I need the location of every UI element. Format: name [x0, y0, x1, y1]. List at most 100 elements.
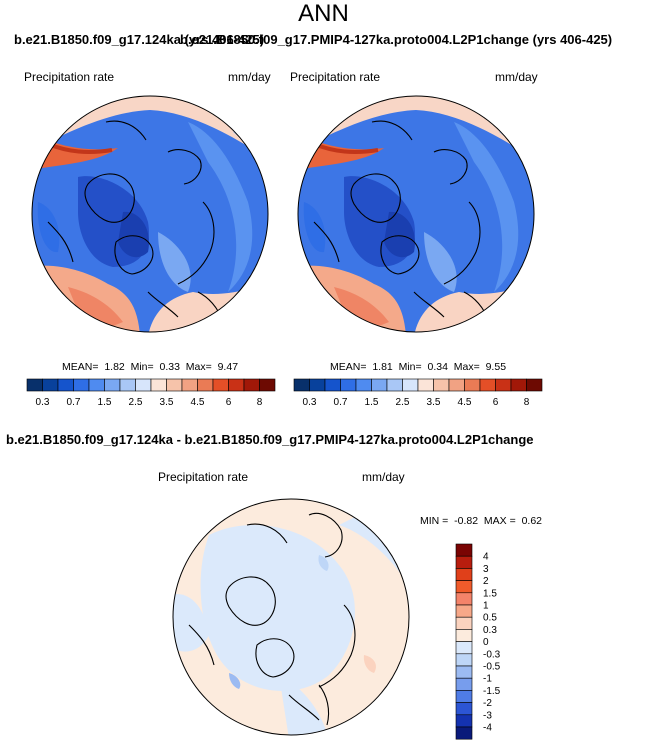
left-mean-label: MEAN=	[62, 361, 99, 373]
diff-panel-units: mm/day	[362, 470, 405, 484]
colorbar-tick-label: -2	[483, 698, 492, 709]
colorbar-swatch	[243, 378, 260, 392]
colorbar-swatch	[73, 378, 90, 392]
colorbar-tick-label: 2.5	[129, 397, 143, 408]
colorbar-tick-label: -1	[483, 674, 492, 685]
colorbar-swatch	[355, 378, 372, 392]
colorbar-tick-label: -3	[483, 710, 492, 721]
colorbar-swatch	[455, 604, 473, 618]
colorbar-swatch	[455, 702, 473, 716]
colorbar-swatch	[526, 378, 543, 392]
colorbar-swatch	[166, 378, 183, 392]
colorbar-tick-label: -0.3	[483, 649, 501, 660]
diff-panel-case-title: b.e21.B1850.f09_g17.124ka - b.e21.B1850.…	[6, 432, 534, 447]
left-panel-units: mm/day	[228, 70, 271, 84]
colorbar-swatch	[455, 592, 473, 606]
colorbar-swatch	[448, 378, 465, 392]
right-min-label: Min=	[398, 361, 422, 373]
colorbar-swatch	[433, 378, 450, 392]
colorbar-swatch	[455, 726, 473, 740]
left-colorbar: 0.3 0.7 1.5 2.5 3.5 4.5 6 8	[26, 378, 276, 408]
colorbar-swatch	[455, 555, 473, 569]
right-colorbar: 0.3 0.7 1.5 2.5 3.5 4.5 6 8	[293, 378, 543, 408]
diff-max-label: MAX =	[483, 515, 516, 527]
colorbar-tick-label: -0.5	[483, 662, 501, 673]
colorbar-tick-label: 0	[483, 637, 489, 648]
colorbar-swatch	[455, 543, 473, 557]
colorbar-swatch	[417, 378, 434, 392]
colorbar-tick-label: 2.5	[396, 397, 410, 408]
right-panel-variable: Precipitation rate	[290, 70, 381, 84]
colorbar-tick-label: 1	[483, 601, 489, 612]
colorbar-swatch	[309, 378, 326, 392]
colorbar-tick-label: 3.5	[427, 397, 441, 408]
colorbar-swatch	[119, 378, 136, 392]
right-mean-value: 1.81	[372, 361, 393, 373]
colorbar-swatch	[455, 665, 473, 679]
colorbar-swatch	[386, 378, 403, 392]
colorbar-swatch	[150, 378, 167, 392]
colorbar-swatch	[212, 378, 229, 392]
right-panel-case-title: b.e21.B1850.f09_g17.PMIP4-127ka.proto004…	[180, 32, 613, 47]
colorbar-swatch	[464, 378, 481, 392]
left-max-value: 9.47	[217, 361, 239, 373]
left-stats-line: MEAN= 1.82 Min= 0.33 Max= 9.47	[62, 361, 238, 373]
colorbar-tick-label: 1.5	[483, 588, 497, 599]
diff-min-value: -0.82	[454, 515, 479, 527]
colorbar-tick-label: 2	[483, 576, 489, 587]
colorbar-swatch	[228, 378, 245, 392]
colorbar-tick-label: -1.5	[483, 686, 501, 697]
colorbar-tick-label: 6	[226, 397, 232, 408]
colorbar-tick-label: 8	[257, 397, 263, 408]
colorbar-swatch	[455, 629, 473, 642]
diff-polar-map	[172, 498, 410, 736]
left-polar-map	[31, 95, 269, 333]
colorbar-swatch	[455, 641, 473, 655]
right-panel-units: mm/day	[495, 70, 538, 84]
right-mean-label: MEAN=	[330, 361, 367, 373]
diff-panel-variable: Precipitation rate	[158, 470, 249, 484]
colorbar-swatch	[181, 378, 198, 392]
colorbar-swatch	[495, 378, 512, 392]
right-polar-map	[297, 95, 535, 333]
diff-stats-line: MIN = -0.82 MAX = 0.62	[420, 515, 542, 527]
right-stats-line: MEAN= 1.81 Min= 0.34 Max= 9.55	[330, 361, 506, 373]
colorbar-tick-label: 0.3	[483, 625, 497, 636]
left-panel-variable: Precipitation rate	[24, 70, 115, 84]
colorbar-swatch	[371, 378, 388, 392]
colorbar-swatch	[26, 378, 43, 392]
colorbar-tick-label: 8	[524, 397, 530, 408]
colorbar-swatch	[455, 653, 473, 667]
colorbar-swatch	[455, 677, 473, 691]
colorbar-tick-label: 0.3	[303, 397, 317, 408]
figure-title: ANN	[298, 0, 349, 27]
left-panel-case-title: b.e21.B1850.f09_g17.124ka (yrs 406-425)	[14, 32, 265, 47]
left-min-label: Min=	[130, 361, 154, 373]
colorbar-swatch	[510, 378, 527, 392]
colorbar-swatch	[135, 378, 152, 392]
right-max-value: 9.55	[485, 361, 507, 373]
colorbar-swatch	[455, 690, 473, 703]
colorbar-swatch	[455, 616, 473, 630]
colorbar-tick-label: 0.3	[36, 397, 50, 408]
colorbar-swatch	[455, 714, 473, 728]
colorbar-swatch	[293, 378, 310, 392]
colorbar-swatch	[57, 378, 74, 392]
colorbar-swatch	[197, 378, 214, 392]
diff-min-label: MIN =	[420, 515, 449, 527]
colorbar-tick-label: 6	[493, 397, 499, 408]
left-max-label: Max=	[185, 361, 212, 373]
colorbar-swatch	[259, 378, 276, 392]
colorbar-tick-label: 0.7	[334, 397, 348, 408]
left-mean-value: 1.82	[104, 361, 125, 373]
left-min-value: 0.33	[159, 361, 180, 373]
colorbar-swatch	[479, 378, 496, 392]
colorbar-swatch	[324, 378, 341, 392]
colorbar-tick-label: 3	[483, 564, 489, 575]
right-min-value: 0.34	[427, 361, 448, 373]
colorbar-tick-label: 0.7	[67, 397, 81, 408]
colorbar-tick-label: 4.5	[458, 397, 472, 408]
colorbar-swatch	[455, 580, 473, 594]
colorbar-tick-label: 0.5	[483, 613, 497, 624]
